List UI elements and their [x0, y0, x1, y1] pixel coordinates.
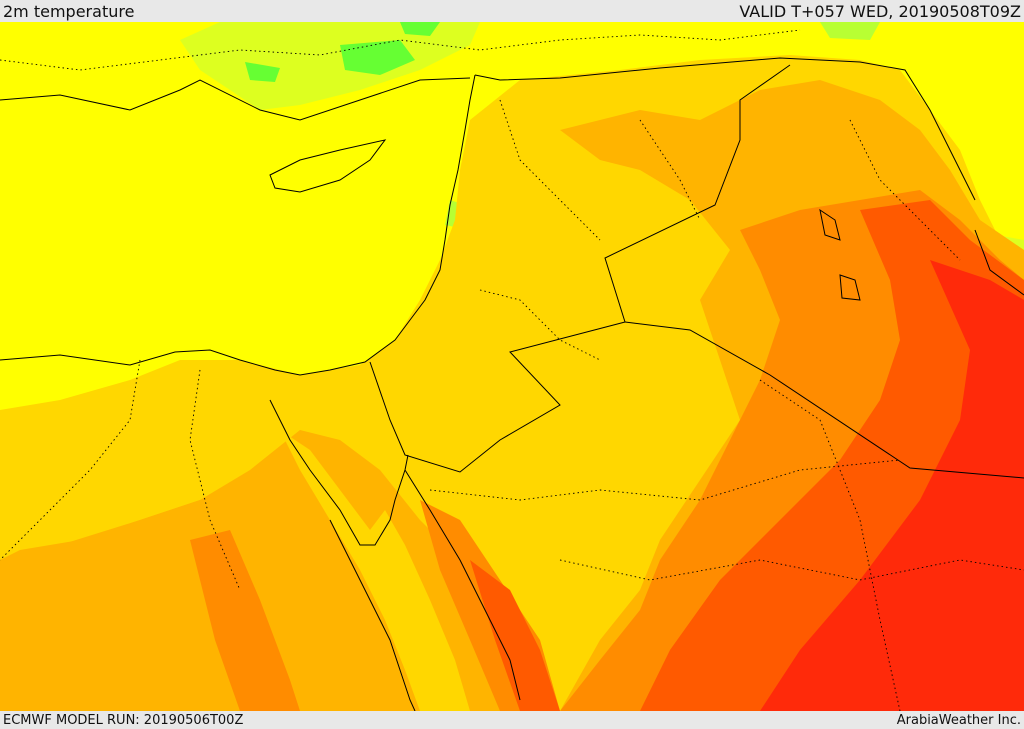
dotted-line-8 [639, 119, 701, 221]
bottom-bar: ECMWF MODEL RUN: 20190506T00Z ArabiaWeat… [0, 711, 1024, 729]
very-hot-nile [190, 530, 300, 711]
turkey-coastline [0, 77, 471, 121]
lake-tharthar [819, 208, 841, 241]
dotted-line-1 [0, 359, 141, 561]
cold-patch-3 [400, 22, 440, 36]
valid-time-label: VALID T+057 WED, 20190508T09Z [739, 1, 1021, 21]
provincial-boundaries [0, 29, 1024, 711]
cold-patch-1 [340, 40, 415, 75]
max-zone [760, 260, 1024, 711]
map-canvas [0, 22, 1024, 711]
red-sea [280, 430, 470, 711]
red-sea-east [404, 469, 521, 701]
iran-border [974, 229, 1024, 296]
lake-habbaniyah [839, 274, 861, 301]
credit-label: ArabiaWeather Inc. [896, 712, 1021, 728]
cool-patch-east [820, 22, 880, 40]
cool-zone-turkey [180, 22, 480, 110]
temperature-map[interactable] [0, 22, 1024, 711]
sinai-coast [269, 399, 409, 546]
dotted-line-5 [559, 559, 1024, 581]
model-run-label: ECMWF MODEL RUN: 20190506T00Z [3, 712, 244, 728]
dotted-line-turkey [0, 29, 801, 71]
boundaries [0, 57, 1024, 711]
map-title: 2m temperature [3, 1, 135, 21]
dotted-line-9 [849, 119, 961, 261]
red-sea-west [329, 519, 416, 711]
top-bar: 2m temperature VALID T+057 WED, 20190508… [0, 0, 1024, 22]
national-borders [369, 64, 791, 473]
cyprus-outline [269, 139, 387, 193]
cold-patch-2 [245, 62, 280, 82]
med-coastline [0, 74, 476, 376]
turkey-syria-iraq-border [474, 57, 976, 201]
saudi-iraq-border [624, 321, 1024, 479]
dotted-line-7 [499, 99, 601, 241]
dotted-line-4 [429, 459, 901, 501]
extreme-red-sea-coast [470, 560, 560, 711]
